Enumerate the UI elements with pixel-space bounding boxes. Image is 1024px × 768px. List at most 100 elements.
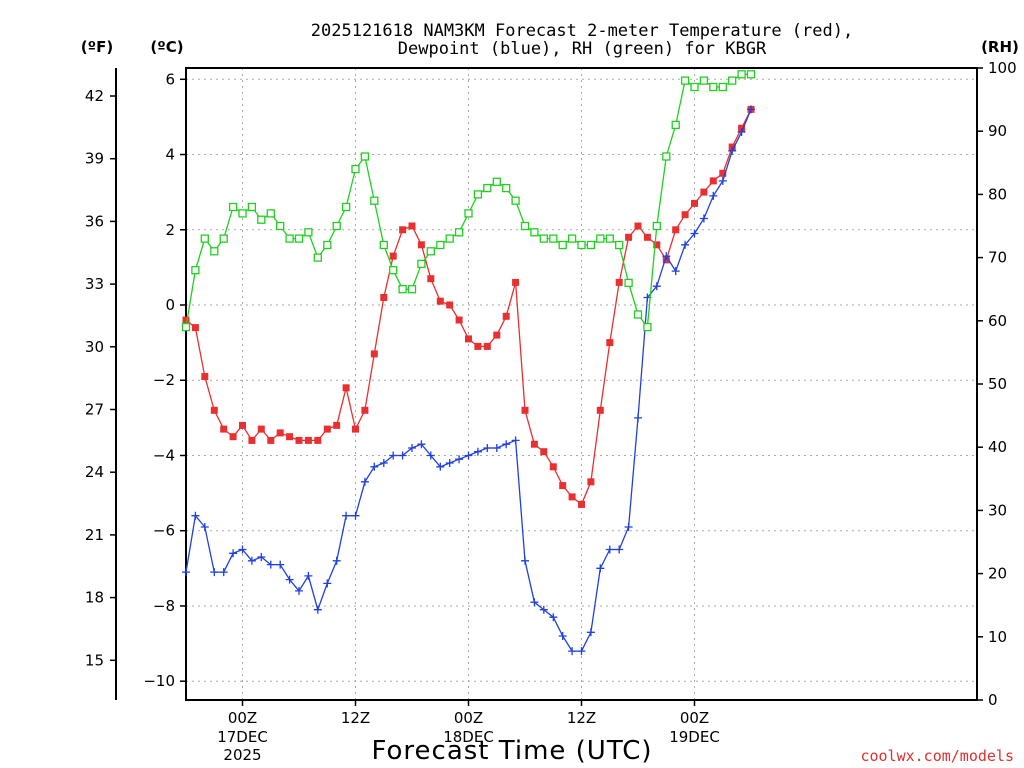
dewpoint-point bbox=[605, 545, 614, 554]
rh-point bbox=[502, 183, 511, 193]
dewpoint-point bbox=[389, 451, 398, 460]
dewpoint-point bbox=[634, 413, 642, 422]
dewpoint-point bbox=[313, 605, 322, 614]
dewpoint-point bbox=[360, 477, 369, 486]
plot-frame bbox=[185, 67, 978, 701]
dewpoint-point bbox=[681, 240, 690, 249]
dewpoint-point bbox=[483, 444, 492, 452]
2-meter-temperature-point bbox=[286, 433, 294, 441]
celsius-tick-label: 4 bbox=[165, 146, 175, 164]
2-meter-temperature-point bbox=[191, 324, 199, 332]
rh-point bbox=[680, 76, 690, 85]
2-meter-temperature-point bbox=[578, 500, 585, 508]
2-meter-temperature-point bbox=[700, 188, 708, 196]
rh-point bbox=[285, 234, 294, 243]
2-meter-temperature-point bbox=[596, 406, 604, 414]
fahrenheit-tick-label: 15 bbox=[85, 651, 104, 669]
dewpoint-point bbox=[549, 613, 558, 622]
dewpoint-point bbox=[624, 523, 633, 531]
rh-point bbox=[530, 228, 539, 237]
fahrenheit-tick-label: 36 bbox=[85, 212, 104, 230]
x-tick-label-date: 19DEC bbox=[669, 728, 720, 746]
x-axis-label: Forecast Time (UTC) bbox=[371, 736, 652, 766]
x-tick-label-date: 18DEC bbox=[443, 728, 494, 746]
rh-unit-label: (RH) bbox=[981, 38, 1019, 56]
fahrenheit-tick-label: 33 bbox=[85, 275, 104, 293]
rh-point bbox=[294, 234, 304, 243]
dewpoint-point bbox=[586, 628, 595, 637]
dewpoint-point bbox=[342, 511, 351, 520]
2-meter-temperature-point bbox=[606, 339, 614, 347]
2-meter-temperature-series bbox=[182, 105, 755, 508]
rh-point bbox=[746, 70, 756, 79]
fahrenheit-tick-label: 39 bbox=[85, 150, 104, 168]
rh-point bbox=[351, 164, 360, 174]
dewpoint-point bbox=[332, 556, 341, 565]
2-meter-temperature-point bbox=[653, 241, 661, 249]
rh-point bbox=[266, 209, 275, 218]
dewpoint-point bbox=[370, 462, 379, 471]
2-meter-temperature-point bbox=[304, 436, 312, 444]
2-meter-temperature-point bbox=[502, 312, 510, 320]
dewpoint-point bbox=[709, 191, 718, 200]
2-meter-temperature-point bbox=[436, 297, 444, 305]
axes: 6420−2−4−6−8−104239363330272421181510090… bbox=[85, 59, 1017, 764]
2-meter-temperature-point bbox=[493, 331, 501, 339]
2-meter-temperature-point bbox=[465, 335, 472, 343]
rh-point bbox=[558, 240, 567, 250]
2-meter-temperature-point bbox=[220, 425, 228, 433]
fahrenheit-tick-label: 21 bbox=[85, 526, 104, 544]
rh-tick-label: 100 bbox=[988, 59, 1017, 77]
2-meter-temperature-point bbox=[540, 448, 548, 456]
2-meter-temperature-point bbox=[615, 278, 623, 286]
rh-point bbox=[341, 202, 351, 212]
rh-point bbox=[596, 234, 605, 243]
rh-point bbox=[728, 76, 737, 85]
rh-point bbox=[718, 82, 727, 92]
2-meter-temperature-point bbox=[625, 233, 633, 241]
2-meter-temperature-point bbox=[239, 421, 246, 429]
chart-title-line2: Dewpoint (blue), RH (green) for KBGR bbox=[398, 39, 767, 59]
2-meter-temperature-point bbox=[276, 429, 284, 437]
dewpoint-point bbox=[191, 511, 200, 520]
series-layer bbox=[181, 70, 756, 656]
dewpoint-point bbox=[502, 440, 511, 449]
2-meter-temperature-point bbox=[295, 436, 303, 444]
2-meter-temperature-point bbox=[352, 425, 359, 433]
2-meter-temperature-point bbox=[634, 222, 642, 230]
2-meter-temperature-point bbox=[182, 316, 190, 324]
dewpoint-point bbox=[323, 579, 332, 588]
dewpoint-point bbox=[247, 556, 256, 565]
x-tick-label-date: 17DEC bbox=[217, 728, 268, 746]
rh-point bbox=[407, 285, 417, 294]
x-tick-label-year: 2025 bbox=[223, 746, 261, 764]
rh-point bbox=[662, 152, 671, 161]
2-meter-temperature-point bbox=[314, 436, 322, 444]
fahrenheit-unit-label: (ºF) bbox=[81, 38, 113, 56]
2-meter-temperature-point bbox=[257, 425, 265, 433]
rh-point bbox=[624, 278, 633, 288]
dewpoint-point bbox=[492, 444, 501, 452]
2-meter-temperature-point bbox=[549, 463, 557, 471]
celsius-tick-label: −8 bbox=[153, 597, 175, 615]
dewpoint-point bbox=[408, 444, 416, 452]
rh-series bbox=[181, 70, 756, 332]
dewpoint-point bbox=[351, 511, 360, 520]
fahrenheit-tick-label: 24 bbox=[85, 463, 104, 481]
rh-point bbox=[605, 234, 614, 243]
dewpoint-point bbox=[229, 549, 238, 558]
celsius-tick-label: 2 bbox=[165, 221, 175, 239]
dewpoint-point bbox=[304, 571, 313, 580]
rh-point bbox=[492, 177, 501, 186]
celsius-tick-label: −10 bbox=[143, 672, 175, 690]
dewpoint-point bbox=[379, 459, 388, 467]
2-meter-temperature-point bbox=[587, 478, 595, 486]
fahrenheit-tick-label: 18 bbox=[85, 589, 104, 607]
rh-point bbox=[379, 240, 388, 250]
rh-point bbox=[671, 120, 680, 130]
rh-tick-label: 50 bbox=[988, 375, 1007, 393]
2-meter-temperature-point bbox=[361, 406, 369, 414]
2-meter-temperature-point bbox=[512, 278, 520, 286]
rh-point bbox=[483, 183, 492, 193]
rh-point bbox=[464, 209, 473, 218]
